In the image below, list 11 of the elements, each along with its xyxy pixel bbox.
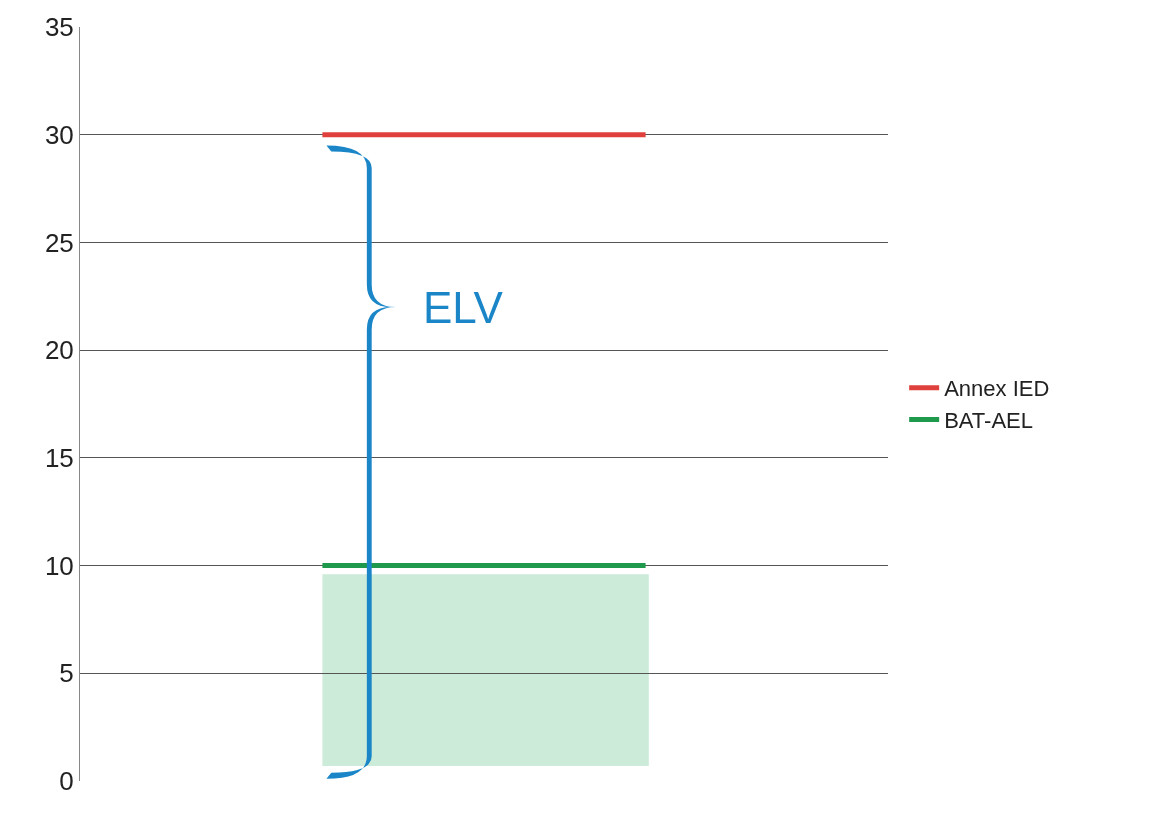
legend-label: BAT-AEL — [944, 407, 1034, 433]
y-tick-label: 0 — [59, 766, 74, 797]
legend-label: Annex IED — [944, 376, 1050, 402]
y-tick-label: 20 — [44, 335, 74, 366]
y-tick-label: 30 — [44, 119, 74, 150]
y-tick-label: 5 — [59, 658, 74, 689]
y-tick-label: 15 — [44, 442, 74, 473]
y-tick-label: 10 — [44, 550, 74, 581]
y-tick-label: 35 — [44, 12, 74, 43]
annotation: ELV — [423, 283, 504, 332]
y-tick-label: 25 — [44, 227, 74, 258]
